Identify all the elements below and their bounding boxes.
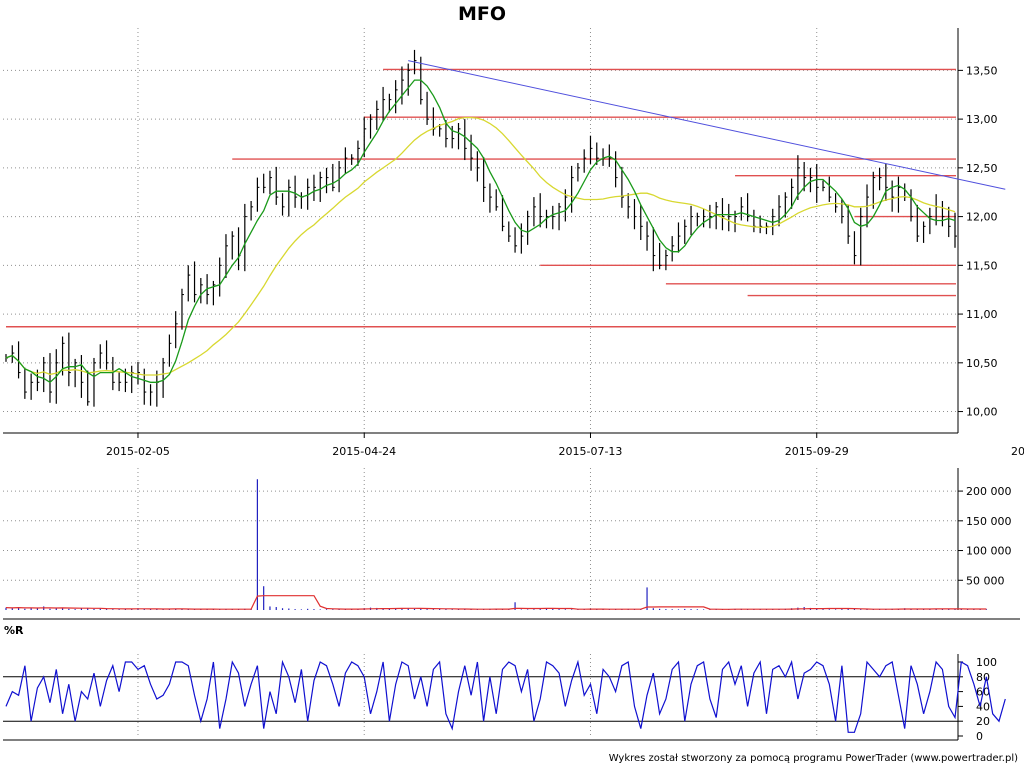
volume-panel: 50 000 100 000 150 000 200 000 <box>3 468 1020 620</box>
wr-y-tick-label: 100 <box>976 656 997 669</box>
y-tick-label: 13,50 <box>966 64 998 77</box>
wr-y-tick-label: 20 <box>976 715 990 728</box>
volume-y-tick-label: 100 000 <box>966 545 1012 558</box>
y-tick-label: 11,50 <box>966 259 998 272</box>
x-tick-label: 2015-07-13 <box>559 445 623 458</box>
footer-credit: Wykres został stworzony za pomocą progra… <box>609 753 1018 764</box>
y-tick-label: 12,50 <box>966 162 998 175</box>
y-tick-label: 10,00 <box>966 406 998 419</box>
sma-short-line <box>5 79 956 384</box>
y-tick-label: 12,00 <box>966 211 998 224</box>
x-tick-label: 2015-02-05 <box>106 445 170 458</box>
volume-y-tick-label: 200 000 <box>966 485 1012 498</box>
wr-y-tick-label: 0 <box>976 730 983 743</box>
volume-y-tick-label: 50 000 <box>966 574 1005 587</box>
volume-average-line <box>5 595 987 610</box>
y-tick-label: 11,00 <box>966 308 998 321</box>
williams-r-label: %R <box>4 624 24 637</box>
chart-title: MFO <box>458 3 506 25</box>
wr-y-tick-label: 40 <box>976 700 990 713</box>
volume-y-tick-label: 150 000 <box>966 515 1012 528</box>
sma-long-line <box>5 116 956 376</box>
x-tick-label: 2015-09-29 <box>785 445 849 458</box>
wr-y-tick-label: 80 <box>976 671 990 684</box>
x-tick-label: 2015-12-15 <box>1011 445 1024 458</box>
y-tick-label: 13,00 <box>966 113 998 126</box>
trend-line <box>408 60 1006 190</box>
y-tick-label: 10,50 <box>966 357 998 370</box>
x-tick-label: 2015-04-24 <box>332 445 396 458</box>
williams-r-line <box>5 659 1006 733</box>
price-panel: 10,00 10,50 11,00 11,50 12,00 12,50 13,00 13,50… <box>3 28 1024 458</box>
